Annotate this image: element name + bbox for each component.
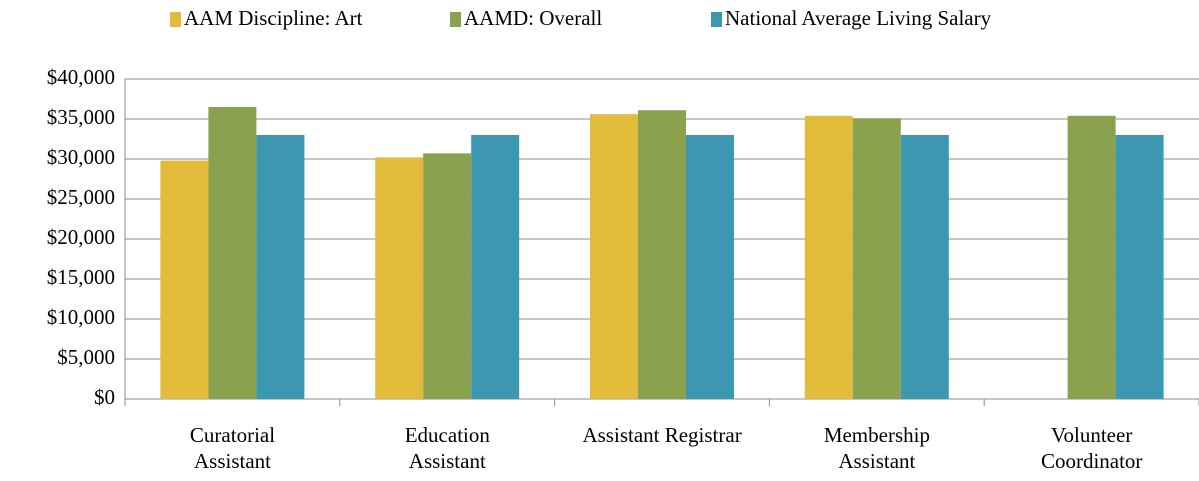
legend-label: National Average Living Salary <box>725 6 992 30</box>
legend-swatch <box>711 12 722 27</box>
x-tick-label: Membership Assistant <box>823 423 930 473</box>
x-tick-label: Volunteer Coordinator <box>1040 423 1143 473</box>
x-tick-label: Curatorial Assistant <box>189 423 276 473</box>
bar <box>852 118 901 399</box>
y-tick-label: $30,000 <box>47 145 115 169</box>
bar <box>804 115 853 400</box>
y-tick-label: $15,000 <box>47 265 115 289</box>
y-tick-label: $40,000 <box>47 65 115 89</box>
y-tick-label: $0 <box>94 385 115 409</box>
bar <box>208 107 257 399</box>
y-tick-label: $10,000 <box>47 305 115 329</box>
bar <box>423 153 472 399</box>
y-tick-label: $25,000 <box>47 185 115 209</box>
bar <box>1115 135 1164 399</box>
bar <box>638 110 686 399</box>
bar <box>1067 115 1116 400</box>
bar <box>900 135 949 399</box>
bar <box>160 160 209 399</box>
bar <box>471 135 520 399</box>
legend-label: AAMD: Overall <box>464 6 602 30</box>
legend-swatch <box>450 12 461 27</box>
bar <box>686 135 734 399</box>
y-tick-label: $20,000 <box>47 225 115 249</box>
x-tick-label: Assistant Registrar <box>582 423 742 447</box>
bar <box>590 114 638 399</box>
bar <box>375 157 424 399</box>
legend-label: AAM Discipline: Art <box>184 6 363 30</box>
legend-swatch <box>170 12 181 27</box>
x-tick-label: Education Assistant <box>404 423 490 473</box>
y-tick-label: $35,000 <box>47 105 115 129</box>
bar <box>256 135 305 399</box>
y-tick-label: $5,000 <box>57 345 115 369</box>
